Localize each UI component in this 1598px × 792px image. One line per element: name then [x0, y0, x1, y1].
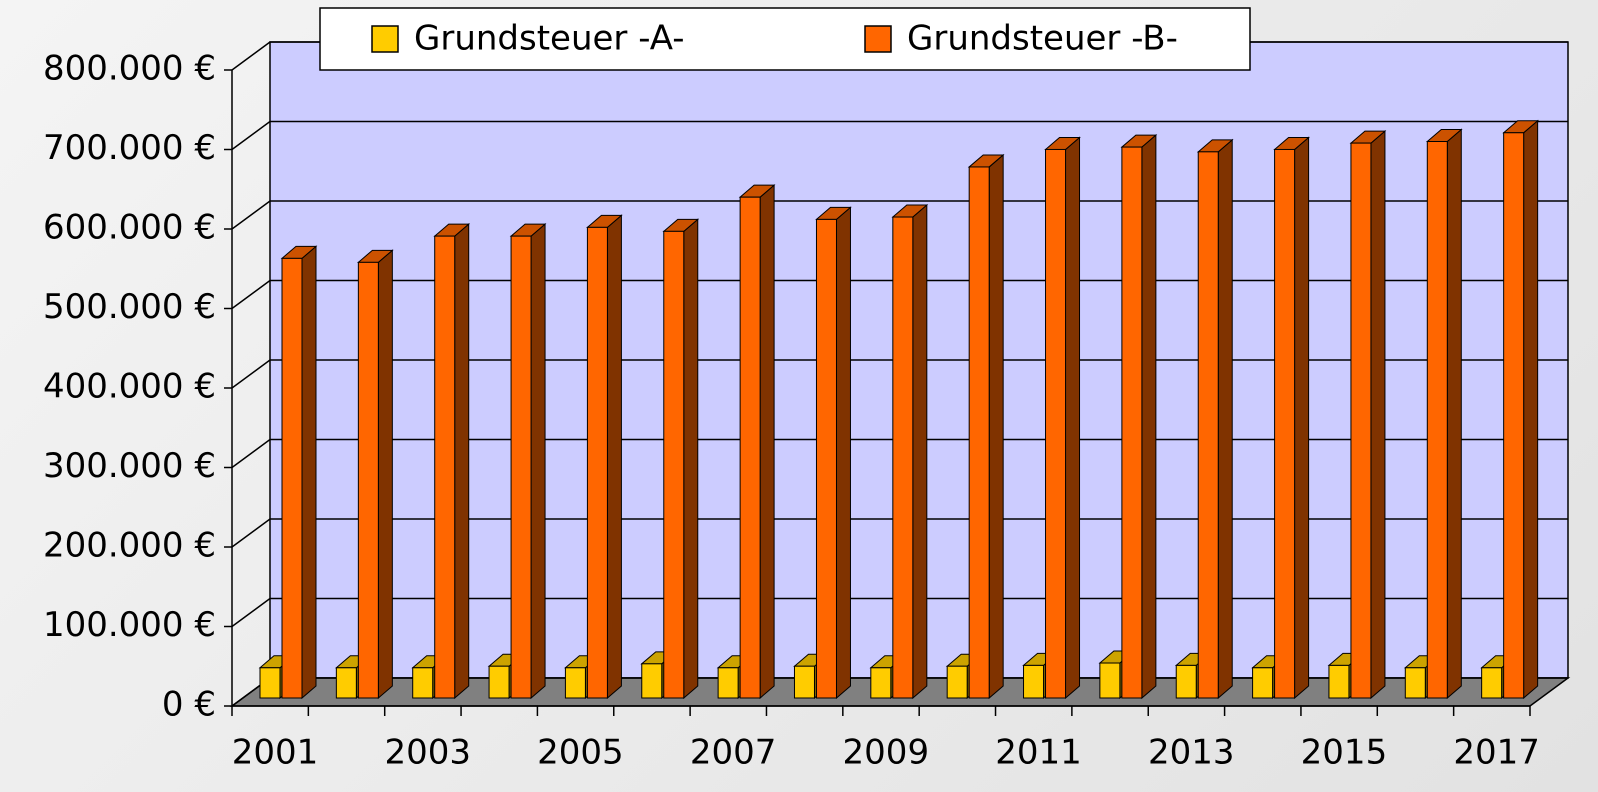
bar [1481, 667, 1503, 699]
bar [1175, 664, 1197, 699]
grid-line [231, 120, 1568, 151]
bar [434, 235, 456, 699]
legend-swatch [371, 25, 399, 53]
bar [510, 235, 532, 699]
bar-side [912, 203, 928, 700]
bar [870, 667, 892, 699]
bar [1045, 148, 1067, 699]
x-tick-label: 2015 [1301, 733, 1388, 773]
bar [892, 216, 914, 699]
bar [1404, 667, 1426, 699]
bar-side [835, 206, 851, 700]
bar [259, 667, 281, 699]
bar [641, 663, 663, 699]
bar-side [1065, 136, 1081, 700]
x-tick-label: 2009 [843, 733, 930, 773]
x-tick-label: 2007 [690, 733, 777, 773]
bar [564, 667, 586, 699]
x-tick-label: 2013 [1148, 733, 1235, 773]
bar-side [1523, 119, 1539, 700]
y-tick-label: 200.000 € [43, 526, 216, 566]
bar-side [1446, 128, 1462, 700]
bar-side [530, 223, 546, 700]
y-tick-label: 800.000 € [43, 49, 216, 89]
bar [1503, 132, 1525, 699]
bar [946, 665, 968, 699]
bar-side [1141, 133, 1157, 700]
bar [1328, 664, 1350, 699]
x-tick-label: 2005 [537, 733, 624, 773]
bar-side [1217, 138, 1233, 700]
bar-side [606, 214, 622, 700]
bar-side [1370, 130, 1386, 700]
x-tick-label: 2017 [1453, 733, 1540, 773]
bar-side [1294, 136, 1310, 700]
legend [319, 7, 1251, 71]
y-tick-label: 0 € [162, 685, 216, 725]
bar [717, 667, 739, 699]
bar-side [988, 153, 1004, 700]
bar-side [683, 218, 699, 700]
y-tick-label: 500.000 € [43, 287, 216, 327]
bar [1252, 667, 1274, 699]
y-tick-label: 100.000 € [43, 605, 216, 645]
bar [1099, 662, 1121, 699]
legend-label: Grundsteuer -B- [907, 19, 1178, 59]
bar [663, 230, 685, 699]
bar [586, 226, 608, 699]
x-tick-label: 2003 [384, 733, 471, 773]
bar [1023, 664, 1045, 699]
legend-label: Grundsteuer -A- [414, 19, 685, 59]
y-tick-label: 700.000 € [43, 128, 216, 168]
y-tick-label: 300.000 € [43, 446, 216, 486]
bar [357, 261, 379, 699]
bar [968, 166, 990, 699]
bar-side [377, 249, 393, 700]
bar-side [759, 184, 775, 700]
bar [1197, 151, 1219, 699]
bar [412, 667, 434, 699]
bar [1426, 141, 1448, 699]
bar [281, 257, 303, 699]
bar-side [301, 245, 317, 700]
bar-side [454, 223, 470, 700]
y-tick-label: 600.000 € [43, 208, 216, 248]
bar [1350, 142, 1372, 699]
x-tick-label: 2001 [232, 733, 319, 773]
bar [815, 218, 837, 699]
legend-swatch [864, 25, 892, 53]
bar [1121, 146, 1143, 699]
y-tick-label: 400.000 € [43, 367, 216, 407]
x-tick-label: 2011 [995, 733, 1082, 773]
bar [488, 665, 510, 699]
bar [335, 667, 357, 699]
bar [793, 665, 815, 699]
bar [739, 196, 761, 699]
bar [1274, 148, 1296, 699]
